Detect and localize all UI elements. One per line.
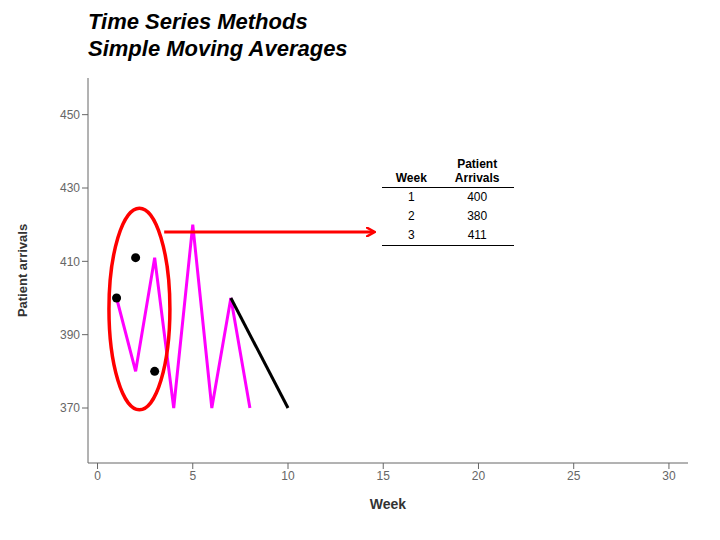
svg-text:0: 0	[94, 469, 101, 483]
html-text:3: 3	[407, 228, 415, 242]
svg-text:390: 390	[60, 328, 80, 342]
svg-text:370: 370	[60, 401, 80, 415]
svg-text:Patient arrivals: Patient arrivals	[15, 224, 30, 317]
html-text:1: 1	[407, 190, 415, 204]
html-text:Simple Moving Averages: Simple Moving Averages	[88, 36, 348, 61]
svg-text:30: 30	[662, 469, 676, 483]
html-text:400: 400	[467, 190, 488, 204]
html-text:2: 2	[407, 209, 415, 223]
svg-text:20: 20	[472, 469, 486, 483]
html-text:Time Series Methods: Time Series Methods	[88, 9, 308, 34]
svg-text:450: 450	[60, 108, 80, 122]
svg-text:Week: Week	[370, 496, 407, 512]
svg-text:430: 430	[60, 181, 80, 195]
svg-text:410: 410	[60, 255, 80, 269]
svg-text:15: 15	[377, 469, 391, 483]
svg-text:25: 25	[567, 469, 581, 483]
html-text:380: 380	[467, 209, 488, 223]
html-text:Patient Arrivals: Patient Arrivals	[454, 157, 500, 185]
html-text:411: 411	[467, 228, 487, 242]
svg-text:10: 10	[281, 469, 295, 483]
svg-text:5: 5	[189, 469, 196, 483]
html-text:Week: Week	[395, 171, 427, 185]
